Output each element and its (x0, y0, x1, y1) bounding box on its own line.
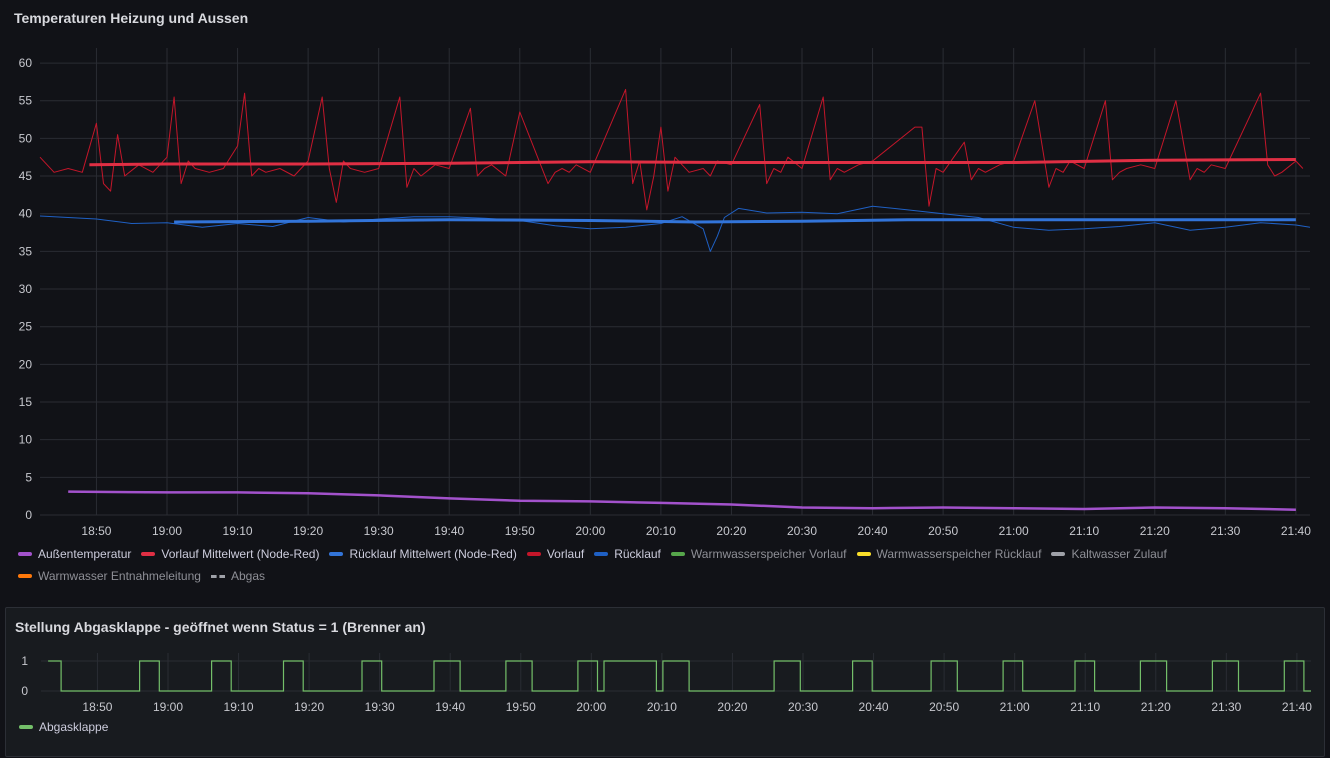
legend-label: Abgas (230, 569, 265, 583)
flap-panel: Stellung Abgasklappe - geöffnet wenn Sta… (5, 607, 1325, 757)
x-tick-label: 20:10 (647, 700, 677, 714)
legend-swatch-icon (526, 552, 541, 556)
series-line-vorlauf-mittelwert-node-red[interactable] (89, 158, 1296, 167)
legend-swatch-icon (18, 574, 32, 578)
legend-label: Warmwasser Entnahmeleitung (38, 569, 201, 583)
y-tick-label: 60 (19, 56, 33, 70)
legend-label: Vorlauf Mittelwert (Node-Red) (161, 547, 320, 561)
x-tick-label: 20:20 (716, 524, 746, 538)
legend-temperatures: Außentemperatur Vorlauf Mittelwert (Node-… (18, 543, 1318, 587)
y-tick-label: 20 (19, 357, 33, 371)
x-tick-label: 19:30 (364, 524, 394, 538)
legend-flap: Abgasklappe (19, 716, 1319, 738)
flap-chart[interactable]: 0 1 18:50 19:00 19:10 19:20 19:30 19:40 19:50 20:… (6, 608, 1326, 758)
y-tick-label: 30 (19, 282, 33, 296)
y-tick-label: 5 (25, 470, 32, 484)
legend-item-abgasklappe[interactable]: Abgasklappe (19, 716, 108, 738)
x-tick-label: 20:30 (788, 700, 818, 714)
y-tick-label: 0 (21, 684, 28, 698)
legend-item-warmwasser-entnahmeleitung[interactable]: Warmwasser Entnahmeleitung (18, 565, 201, 587)
panel-title-flap[interactable]: Stellung Abgasklappe - geöffnet wenn Sta… (15, 619, 426, 635)
x-tick-label: 20:40 (859, 700, 889, 714)
legend-label: Warmwasserspeicher Rücklauf (876, 547, 1042, 561)
temperature-chart[interactable]: 0 5 10 15 20 25 30 35 40 45 50 55 60 18:50 19:00 19:10 1… (0, 0, 1330, 600)
panel-title-temperatures[interactable]: Temperaturen Heizung und Aussen (14, 10, 249, 26)
x-tick-label: 20:00 (575, 524, 605, 538)
x-tick-label: 19:40 (435, 700, 465, 714)
series-line-rucklauf[interactable] (39, 205, 1311, 252)
x-tick-label: 20:30 (787, 524, 817, 538)
x-tick-label: 21:20 (1141, 700, 1171, 714)
x-tick-label: 21:10 (1070, 700, 1100, 714)
x-tick-label: 21:30 (1210, 524, 1240, 538)
y-tick-label: 1 (21, 654, 28, 668)
series-line-vorlauf[interactable] (39, 88, 1304, 211)
temperature-panel: Temperaturen Heizung und Aussen 0 5 10 15 20… (0, 0, 1330, 600)
legend-item-rucklauf-mittelwert-node-red[interactable]: Rücklauf Mittelwert (Node-Red) (329, 543, 517, 565)
x-tick-label: 19:10 (223, 524, 253, 538)
legend-label: Warmwasserspeicher Vorlauf (690, 547, 847, 561)
x-tick-label: 21:00 (1000, 700, 1030, 714)
legend-swatch-icon (141, 552, 156, 556)
y-tick-label: 35 (19, 244, 33, 258)
x-tick-label: 19:20 (293, 524, 323, 538)
y-tick-label: 15 (19, 395, 33, 409)
x-tick-label: 19:40 (434, 524, 464, 538)
x-tick-label: 19:20 (294, 700, 324, 714)
y-tick-label: 25 (19, 320, 33, 334)
x-tick-label: 19:00 (152, 524, 182, 538)
series-line-abgasklappe[interactable] (48, 660, 1311, 692)
grid-lines (40, 48, 1310, 516)
legend-label: Kaltwasser Zulauf (1071, 547, 1167, 561)
y-tick-label: 40 (19, 207, 33, 221)
legend-label: Abgasklappe (39, 720, 109, 734)
legend-label: Außentemperatur (38, 547, 132, 561)
x-tick-label: 21:10 (1069, 524, 1099, 538)
legend-item-kaltwasser-zulauf[interactable]: Kaltwasser Zulauf (1051, 543, 1167, 565)
y-tick-label: 55 (19, 94, 33, 108)
legend-item-warmwasserspeicher-vorlauf[interactable]: Warmwasserspeicher Vorlauf (670, 543, 847, 565)
x-tick-label: 19:10 (224, 700, 254, 714)
x-tick-label: 20:20 (717, 700, 747, 714)
x-tick-label: 19:00 (153, 700, 183, 714)
legend-item-vorlauf-mittelwert-node-red[interactable]: Vorlauf Mittelwert (Node-Red) (141, 543, 319, 565)
x-tick-label: 21:00 (999, 524, 1029, 538)
legend-swatch-icon (210, 574, 225, 578)
series-line-au-entemperatur[interactable] (68, 490, 1296, 511)
legend-item-abgas[interactable]: Abgas (210, 565, 265, 587)
y-tick-label: 45 (19, 169, 33, 183)
x-tick-label: 20:10 (646, 524, 676, 538)
legend-swatch-icon (594, 552, 609, 556)
legend-label: Rücklauf (614, 547, 661, 561)
x-tick-label: 21:20 (1140, 524, 1170, 538)
x-tick-label: 19:50 (505, 524, 535, 538)
legend-swatch-icon (670, 552, 685, 556)
legend-item-warmwasserspeicher-rucklauf[interactable]: Warmwasserspeicher Rücklauf (856, 543, 1042, 565)
legend-label: Rücklauf Mittelwert (Node-Red) (349, 547, 517, 561)
x-tick-label: 20:00 (576, 700, 606, 714)
x-tick-label: 20:40 (858, 524, 888, 538)
legend-label: Vorlauf (546, 547, 585, 561)
legend-item-vorlauf[interactable]: Vorlauf (526, 543, 585, 565)
legend-swatch-icon (329, 552, 344, 556)
x-tick-label: 21:40 (1281, 524, 1311, 538)
legend-swatch-icon (856, 552, 871, 556)
x-tick-label: 19:50 (506, 700, 536, 714)
x-tick-label: 20:50 (928, 524, 958, 538)
y-tick-label: 50 (19, 131, 33, 145)
series-line-rucklauf-mittelwert-node-red[interactable] (174, 218, 1296, 224)
legend-swatch-icon (19, 725, 33, 729)
x-tick-label: 21:30 (1211, 700, 1241, 714)
x-tick-label: 18:50 (82, 700, 112, 714)
y-tick-label: 10 (19, 433, 33, 447)
legend-item-rucklauf[interactable]: Rücklauf (594, 543, 661, 565)
x-tick-label: 18:50 (81, 524, 111, 538)
x-tick-label: 20:50 (929, 700, 959, 714)
y-tick-label: 0 (25, 508, 32, 522)
x-tick-label: 19:30 (365, 700, 395, 714)
legend-swatch-icon (1051, 552, 1066, 556)
legend-swatch-icon (18, 552, 32, 556)
x-tick-label: 21:40 (1282, 700, 1312, 714)
legend-item-au-entemperatur[interactable]: Außentemperatur (18, 543, 131, 565)
